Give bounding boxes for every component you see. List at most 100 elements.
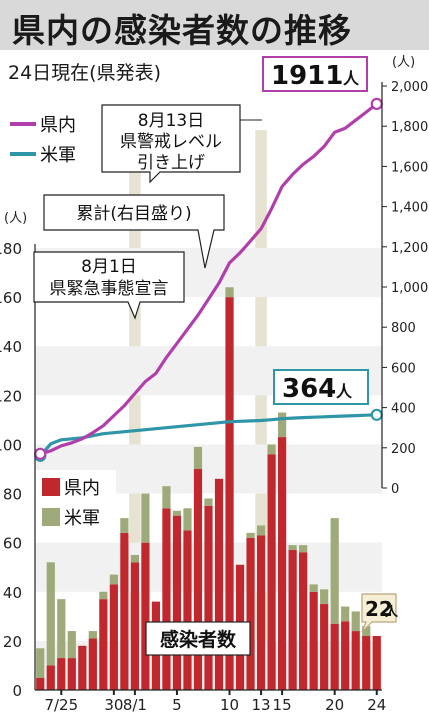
bar-us-8/4: [162, 486, 171, 509]
left-tick-label: 100: [0, 436, 22, 454]
right-tick-label: 1,800: [391, 120, 428, 135]
bar-us-8/16: [288, 545, 297, 551]
bar-prefecture-7/29: [99, 599, 108, 690]
bar-prefecture-8/18: [309, 591, 318, 690]
bar-us-8/19: [320, 589, 329, 605]
left-tick-label: 180: [0, 240, 22, 258]
bar-prefecture-8/17: [299, 552, 308, 690]
bar-prefecture-8/19: [320, 604, 329, 690]
bar-prefecture-8/10: [225, 297, 234, 690]
bar-legend-prefecture-label: 県内: [64, 478, 100, 499]
line-legend-box: [6, 104, 98, 168]
bar-prefecture-8/13: [256, 535, 266, 690]
latest-daily-unit: 人: [385, 604, 399, 620]
title-bar: 県内の感染者数の推移: [0, 0, 429, 50]
line-legend-prefecture-label: 県内: [40, 115, 76, 136]
bar-us-7/30: [109, 574, 118, 585]
bar-prefecture-8/20: [330, 623, 339, 690]
bar-prefecture-8/16: [288, 550, 297, 690]
bar-us-8/20: [330, 518, 339, 624]
bar-prefecture-7/24: [46, 665, 55, 690]
prefecture-total-unit: 人: [343, 69, 360, 88]
bar-us-8/14: [267, 444, 276, 455]
bar-prefecture-7/31: [120, 532, 129, 690]
bar-legend-prefecture-swatch: [42, 478, 60, 496]
x-tick-label: 10: [220, 696, 239, 714]
x-tick-label: 24: [367, 696, 386, 714]
event-band-2: [255, 130, 267, 690]
bar-us-8/1: [130, 554, 139, 563]
right-axis-unit: (人): [392, 55, 415, 70]
bar-prefecture-7/23: [36, 677, 45, 690]
bar-prefecture-8/6: [183, 530, 192, 690]
left-tick-label: 60: [3, 535, 22, 553]
latest-daily-box: [361, 593, 397, 633]
right-tick-label: 800: [391, 321, 416, 336]
bar-us-7/31: [120, 518, 129, 533]
bar-prefecture-8/4: [162, 508, 171, 690]
event1-line1: 県警戒レベル: [120, 132, 222, 152]
right-tick-label: 1,600: [391, 160, 428, 175]
left-axis-unit: (人): [4, 211, 27, 226]
right-tick-label: 600: [391, 361, 416, 376]
bar-us-8/5: [172, 510, 182, 516]
bar-us-8/2: [141, 493, 150, 543]
line-prefecture-cumulative: [39, 102, 378, 456]
chart-title: 県内の感染者数の推移: [12, 11, 352, 50]
bar-series-label-box: [145, 621, 251, 656]
left-tick-label: 40: [3, 584, 22, 602]
bar-legend-us-label: 米軍: [64, 508, 100, 529]
right-tick-label: 1,000: [391, 281, 428, 296]
x-tick-label: 5: [172, 696, 182, 714]
x-tick-label: 20: [325, 696, 344, 714]
bar-prefecture-8/7: [193, 469, 203, 690]
event1-date: 8月13日: [138, 111, 204, 131]
right-tick-label: 0: [391, 482, 399, 497]
bar-prefecture-8/5: [172, 515, 182, 690]
left-tick-label: 140: [0, 338, 22, 356]
bar-prefecture-7/26: [67, 658, 76, 690]
line-us-cumulative: [39, 413, 377, 457]
bar-prefecture-8/23: [362, 635, 371, 690]
bar-prefecture-8/22: [351, 631, 360, 690]
bar-prefecture-8/14: [267, 454, 276, 690]
right-tick-label: 1,400: [391, 201, 428, 216]
prefecture-total-box: [262, 56, 368, 92]
bar-us-8/7: [193, 446, 203, 469]
left-tick-label: 0: [12, 682, 22, 700]
x-tick-label: 30: [104, 696, 123, 714]
prefecture-total-value: 1911: [271, 61, 343, 91]
right-tick-label: 200: [391, 442, 416, 457]
cumulative-callout-box: [43, 194, 225, 269]
x-tick-label: 7/25: [44, 696, 78, 714]
bar-prefecture-7/28: [88, 638, 97, 690]
bar-legend-us-swatch: [42, 508, 60, 526]
bar-us-8/6: [183, 508, 192, 531]
bar-us-8/10: [225, 287, 234, 298]
event1-callout-box: [101, 104, 241, 184]
chart-subtitle: 24日現在(県発表): [8, 62, 162, 84]
bar-us-7/26: [67, 631, 76, 659]
line-prefecture-cumulative-start-point: [34, 447, 47, 460]
bar-prefecture-8/15: [278, 437, 287, 690]
left-tick-label: 120: [0, 387, 22, 405]
bar-us-8/12: [246, 532, 255, 538]
bar-us-8/23: [362, 626, 371, 636]
x-tick-label: 13: [252, 696, 271, 714]
bar-us-8/15: [278, 412, 287, 438]
bar-us-7/25: [57, 599, 66, 659]
bar-prefecture-8/21: [341, 621, 350, 690]
bar-prefecture-8/2: [141, 542, 150, 690]
bar-prefecture-8/24: [372, 635, 381, 690]
bar-us-7/29: [99, 591, 108, 600]
bar-us-8/13: [256, 525, 266, 536]
bar-us-8/22: [351, 611, 360, 632]
bar-series-label: 感染者数: [160, 628, 237, 651]
right-tick-label: 2,000: [391, 80, 428, 95]
bar-prefecture-8/1: [130, 562, 139, 690]
line-prefecture-cumulative-end-point: [370, 97, 383, 110]
